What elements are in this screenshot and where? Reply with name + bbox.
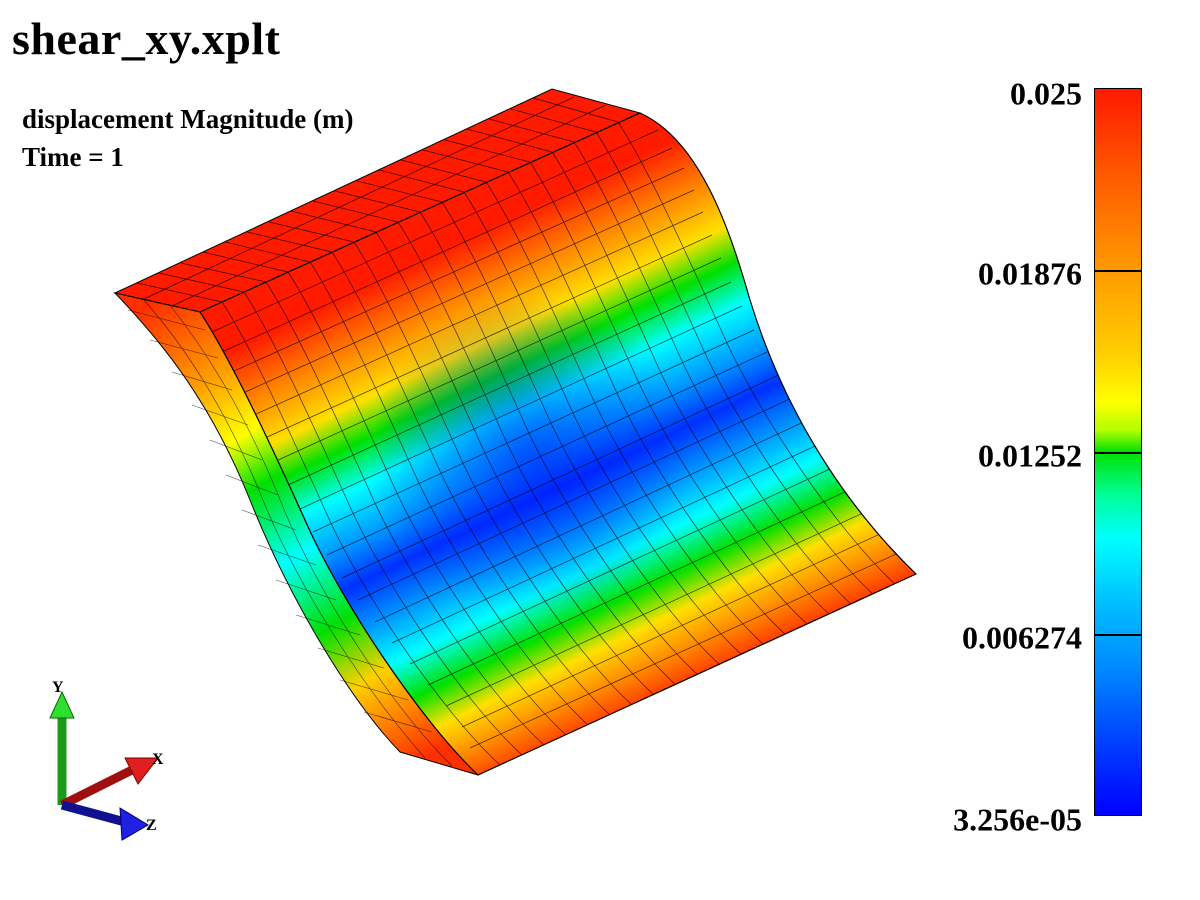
colorbar-label-max: 0.025 — [1010, 75, 1082, 112]
time-label: Time = 1 — [22, 142, 124, 172]
colorbar-tick — [1094, 452, 1142, 454]
axes-triad: Y X Z — [49, 679, 164, 841]
axis-x-label: X — [152, 751, 164, 768]
axis-z-label: Z — [146, 817, 157, 834]
mesh-front-grid — [211, 121, 906, 766]
mesh-side-grid — [127, 297, 453, 767]
plot-title: shear_xy.xplt — [12, 13, 281, 64]
axis-y-label: Y — [52, 679, 64, 696]
colorbar-label-4: 0.006274 — [962, 619, 1082, 656]
mesh-top-grid — [136, 96, 619, 307]
colorbar-label-3: 0.01252 — [978, 437, 1082, 474]
colorbar-tick — [1094, 634, 1142, 636]
colorbar-label-min: 3.256e-05 — [953, 801, 1082, 838]
colorbar-label-2: 0.01876 — [978, 255, 1082, 292]
field-label: displacement Magnitude (m) — [22, 104, 354, 134]
colorbar-tick — [1094, 270, 1142, 272]
